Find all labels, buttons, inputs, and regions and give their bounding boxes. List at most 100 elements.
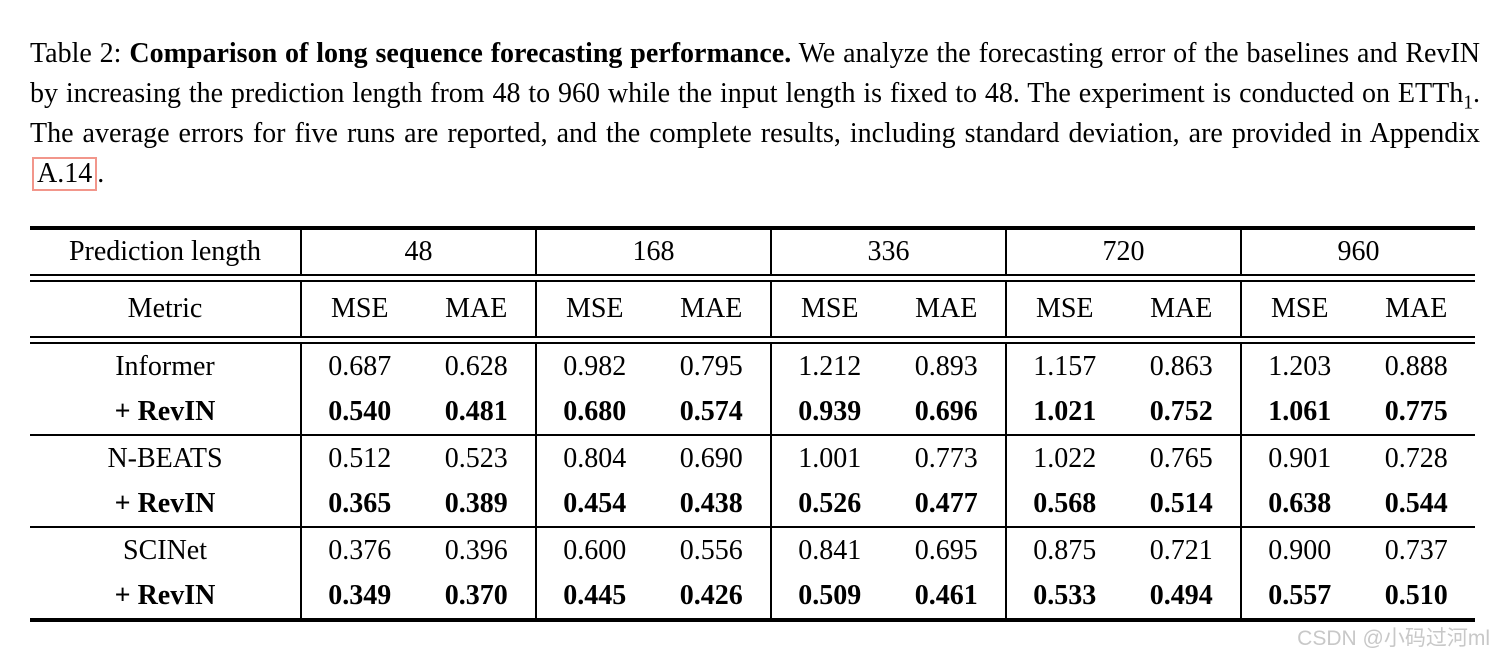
cell-value: 1.157 bbox=[1005, 344, 1123, 389]
pred-length-720: 720 bbox=[1005, 230, 1240, 274]
metric-header-row: Metric MSE MAE MSE MAE MSE MAE MSE MAE M… bbox=[30, 282, 1475, 336]
row-scinet: SCINet 0.376 0.396 0.600 0.556 0.841 0.6… bbox=[30, 528, 1475, 573]
pred-length-48: 48 bbox=[300, 230, 535, 274]
cell-value: 0.523 bbox=[444, 442, 508, 474]
metric-mae: MAE bbox=[1150, 293, 1213, 324]
caption-body-1: We analyze the forecasting error of the … bbox=[30, 38, 1481, 109]
pred-length-336: 336 bbox=[770, 230, 1005, 274]
cell-value: 0.687 bbox=[300, 344, 418, 389]
cell-value: 0.544 bbox=[1384, 487, 1448, 519]
csdn-watermark: CSDN @小码过河ml bbox=[1297, 627, 1490, 650]
cell-value: 0.365 bbox=[300, 481, 418, 526]
caption-body-2: . The average errors for five runs are r… bbox=[30, 78, 1480, 149]
pred-length-168: 168 bbox=[535, 230, 770, 274]
cell-value: 0.568 bbox=[1005, 481, 1123, 526]
cell-value: 0.893 bbox=[914, 350, 978, 382]
cell-value: 0.721 bbox=[1149, 534, 1213, 566]
cell-value: 0.533 bbox=[1005, 573, 1123, 618]
cell-value: 0.752 bbox=[1149, 395, 1213, 427]
metric-mse: MSE bbox=[1005, 282, 1123, 336]
cell-value: 0.512 bbox=[300, 436, 418, 481]
model-name: + RevIN bbox=[114, 579, 216, 611]
cell-value: 0.461 bbox=[914, 579, 978, 611]
cell-value: 0.775 bbox=[1384, 395, 1448, 427]
cell-value: 0.510 bbox=[1384, 579, 1448, 611]
model-name: N-BEATS bbox=[107, 442, 223, 474]
cell-value: 0.454 bbox=[535, 481, 653, 526]
results-table: Prediction length 48 168 336 720 960 Met… bbox=[30, 226, 1475, 622]
model-name: + RevIN bbox=[114, 395, 216, 427]
caption-subscript: 1 bbox=[1463, 92, 1473, 114]
cell-value: 0.514 bbox=[1149, 487, 1213, 519]
metric-label: Metric bbox=[127, 293, 203, 324]
pred-length-960: 960 bbox=[1240, 230, 1475, 274]
cell-value: 0.494 bbox=[1149, 579, 1213, 611]
metric-mse: MSE bbox=[1240, 282, 1358, 336]
cell-value: 0.728 bbox=[1384, 442, 1448, 474]
cell-value: 0.426 bbox=[679, 579, 743, 611]
cell-value: 0.804 bbox=[535, 436, 653, 481]
caption-table-number: Table 2: bbox=[30, 38, 130, 69]
cell-value: 0.690 bbox=[679, 442, 743, 474]
metric-mae: MAE bbox=[445, 293, 508, 324]
cell-value: 0.737 bbox=[1384, 534, 1448, 566]
rule-after-pred-length bbox=[30, 274, 1475, 282]
cell-value: 0.477 bbox=[914, 487, 978, 519]
cell-value: 0.863 bbox=[1149, 350, 1213, 382]
cell-value: 0.370 bbox=[444, 579, 508, 611]
metric-mse: MSE bbox=[300, 282, 418, 336]
caption-bold-title: Comparison of long sequence forecasting … bbox=[129, 38, 792, 69]
cell-value: 0.695 bbox=[914, 534, 978, 566]
cell-value: 0.389 bbox=[444, 487, 508, 519]
cell-value: 1.021 bbox=[1005, 389, 1123, 434]
row-informer-revin: + RevIN 0.540 0.481 0.680 0.574 0.939 0.… bbox=[30, 389, 1475, 434]
cell-value: 1.212 bbox=[770, 344, 888, 389]
cell-value: 0.376 bbox=[300, 528, 418, 573]
cell-value: 0.888 bbox=[1384, 350, 1448, 382]
cell-value: 1.022 bbox=[1005, 436, 1123, 481]
row-nbeats-revin: + RevIN 0.365 0.389 0.454 0.438 0.526 0.… bbox=[30, 481, 1475, 526]
cell-value: 0.765 bbox=[1149, 442, 1213, 474]
cell-value: 0.540 bbox=[300, 389, 418, 434]
results-table-container: Prediction length 48 168 336 720 960 Met… bbox=[30, 226, 1475, 622]
appendix-link[interactable]: A.14 bbox=[32, 157, 98, 191]
cell-value: 0.638 bbox=[1240, 481, 1358, 526]
cell-value: 1.203 bbox=[1240, 344, 1358, 389]
cell-value: 0.481 bbox=[444, 395, 508, 427]
cell-value: 0.901 bbox=[1240, 436, 1358, 481]
cell-value: 0.349 bbox=[300, 573, 418, 618]
cell-value: 0.696 bbox=[914, 395, 978, 427]
model-name: SCINet bbox=[123, 534, 207, 566]
model-name: Informer bbox=[115, 350, 215, 382]
row-nbeats: N-BEATS 0.512 0.523 0.804 0.690 1.001 0.… bbox=[30, 436, 1475, 481]
cell-value: 0.445 bbox=[535, 573, 653, 618]
row-scinet-revin: + RevIN 0.349 0.370 0.445 0.426 0.509 0.… bbox=[30, 573, 1475, 618]
prediction-length-header-row: Prediction length 48 168 336 720 960 bbox=[30, 230, 1475, 274]
cell-value: 0.509 bbox=[770, 573, 888, 618]
rule-after-metric bbox=[30, 336, 1475, 344]
cell-value: 0.841 bbox=[770, 528, 888, 573]
cell-value: 0.574 bbox=[679, 395, 743, 427]
prediction-length-label: Prediction length bbox=[68, 236, 262, 267]
model-name: + RevIN bbox=[114, 487, 216, 519]
cell-value: 0.982 bbox=[535, 344, 653, 389]
cell-value: 0.526 bbox=[770, 481, 888, 526]
cell-value: 0.939 bbox=[770, 389, 888, 434]
cell-value: 0.556 bbox=[679, 534, 743, 566]
cell-value: 1.061 bbox=[1240, 389, 1358, 434]
metric-mae: MAE bbox=[915, 293, 978, 324]
cell-value: 0.795 bbox=[679, 350, 743, 382]
caption-suffix: . bbox=[97, 158, 105, 189]
cell-value: 0.396 bbox=[444, 534, 508, 566]
cell-value: 0.600 bbox=[535, 528, 653, 573]
cell-value: 0.438 bbox=[679, 487, 743, 519]
cell-value: 0.875 bbox=[1005, 528, 1123, 573]
metric-mse: MSE bbox=[770, 282, 888, 336]
cell-value: 1.001 bbox=[770, 436, 888, 481]
cell-value: 0.900 bbox=[1240, 528, 1358, 573]
row-informer: Informer 0.687 0.628 0.982 0.795 1.212 0… bbox=[30, 344, 1475, 389]
metric-mse: MSE bbox=[535, 282, 653, 336]
rule-after-informer bbox=[30, 434, 1475, 436]
cell-value: 0.680 bbox=[535, 389, 653, 434]
cell-value: 0.628 bbox=[444, 350, 508, 382]
